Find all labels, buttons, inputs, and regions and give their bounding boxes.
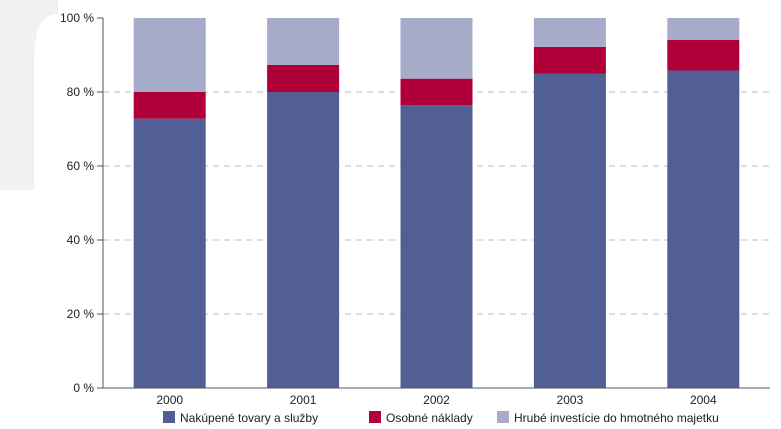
bar-segment <box>533 73 606 388</box>
bar-segment <box>533 18 606 47</box>
bar-segment <box>400 18 473 79</box>
x-tick-label: 2004 <box>690 393 717 407</box>
legend: Nakúpené tovary a služby Osobné náklady Hr… <box>163 411 719 425</box>
bar-segment <box>667 70 740 388</box>
bar-segment <box>400 78 473 106</box>
y-tick-labels: 0 % 20 % 40 % 60 % 80 % 100 % <box>60 11 94 395</box>
bars <box>133 18 740 388</box>
x-tick-labels: 2000 2001 2002 2003 2004 <box>156 393 717 407</box>
x-tick-label: 2003 <box>557 393 584 407</box>
legend-label: Hrubé investície do hmotného majetku <box>514 411 719 425</box>
y-tick-label: 20 % <box>67 307 95 321</box>
bar-segment <box>267 64 340 92</box>
bar-segment <box>133 118 206 388</box>
bar-segment <box>400 105 473 388</box>
y-tick-label: 100 % <box>60 11 94 25</box>
bar-segment <box>533 46 606 74</box>
bar-segment <box>133 92 206 119</box>
bar-segment <box>267 92 340 388</box>
legend-swatch <box>163 411 175 423</box>
legend-label: Osobné náklady <box>386 411 473 425</box>
y-tick-label: 40 % <box>67 233 95 247</box>
x-tick-label: 2000 <box>156 393 183 407</box>
y-tick-label: 80 % <box>67 85 95 99</box>
legend-swatch <box>497 411 509 423</box>
x-tick-label: 2002 <box>423 393 450 407</box>
y-tick-label: 0 % <box>73 381 94 395</box>
legend-label: Nakúpené tovary a služby <box>180 411 318 425</box>
axes <box>97 17 770 389</box>
x-tick-label: 2001 <box>290 393 317 407</box>
watermark-logo <box>0 0 58 190</box>
bar-segment <box>267 18 340 65</box>
bar-segment <box>133 18 206 92</box>
y-tick-label: 60 % <box>67 159 95 173</box>
bar-segment <box>667 18 740 40</box>
bar-segment <box>667 39 740 71</box>
legend-swatch <box>369 411 381 423</box>
